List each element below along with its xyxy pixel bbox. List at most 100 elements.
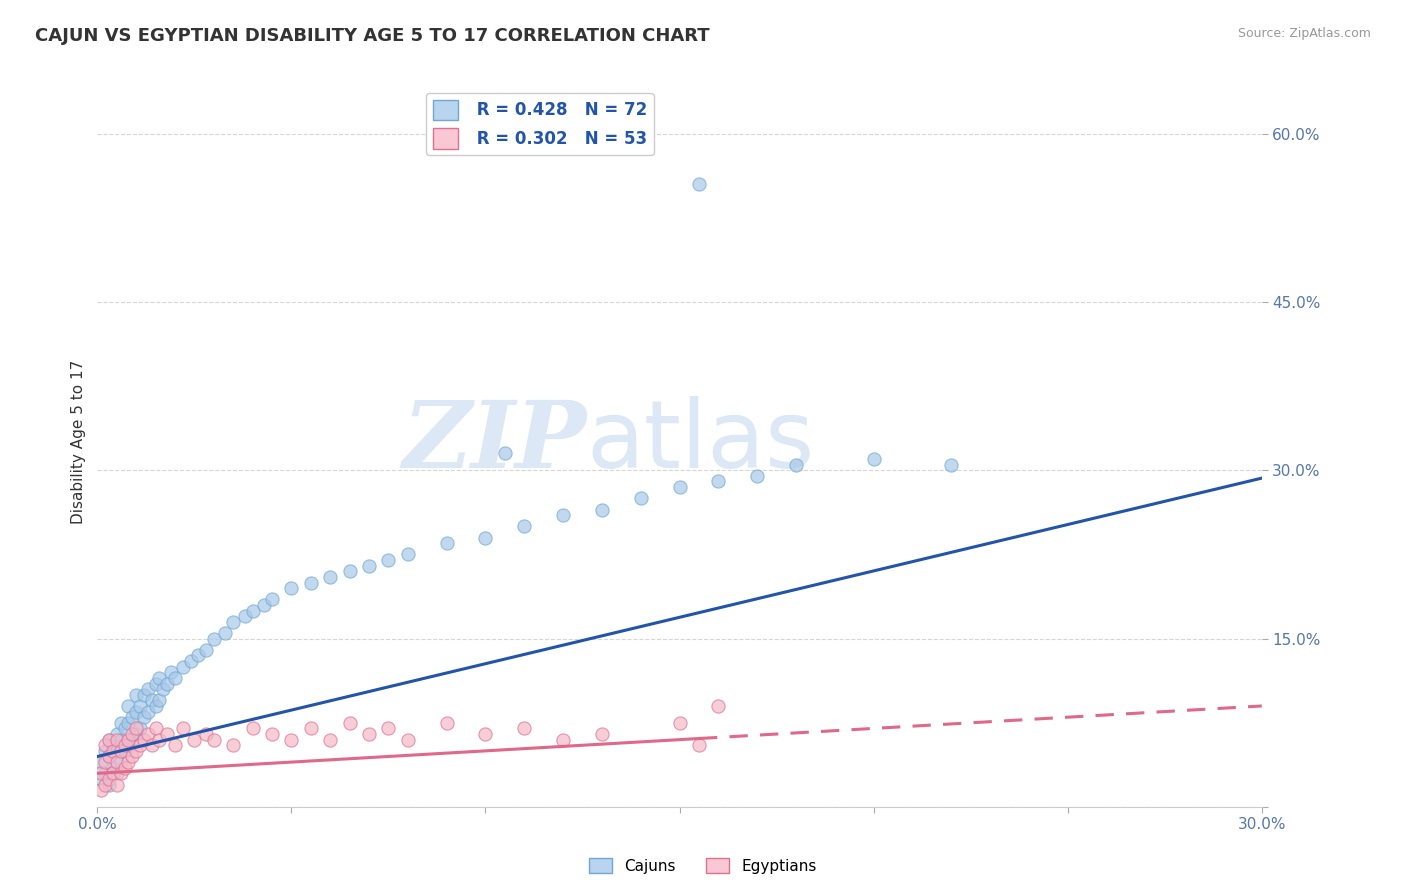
Point — [94, 755, 117, 769]
Point — [553, 508, 575, 523]
Point — [339, 715, 361, 730]
Point — [132, 710, 155, 724]
Point — [474, 531, 496, 545]
Point — [202, 632, 225, 646]
Point — [117, 698, 139, 713]
Point — [114, 744, 136, 758]
Point — [160, 665, 183, 680]
Y-axis label: Disability Age 5 to 17: Disability Age 5 to 17 — [72, 360, 86, 524]
Point — [121, 710, 143, 724]
Point — [280, 732, 302, 747]
Point — [98, 749, 121, 764]
Text: ZIP: ZIP — [402, 397, 586, 487]
Point — [132, 732, 155, 747]
Point — [101, 761, 124, 775]
Point — [105, 778, 128, 792]
Point — [90, 783, 112, 797]
Point — [129, 722, 152, 736]
Point — [260, 727, 283, 741]
Point — [98, 772, 121, 786]
Point — [110, 766, 132, 780]
Point — [183, 732, 205, 747]
Point — [553, 732, 575, 747]
Point — [172, 659, 194, 673]
Point — [299, 575, 322, 590]
Point — [90, 772, 112, 786]
Point — [125, 727, 148, 741]
Point — [156, 676, 179, 690]
Point — [941, 458, 963, 472]
Point — [125, 705, 148, 719]
Point — [688, 738, 710, 752]
Point — [494, 446, 516, 460]
Point — [117, 715, 139, 730]
Point — [222, 738, 245, 752]
Point — [156, 727, 179, 741]
Point — [136, 705, 159, 719]
Point — [105, 732, 128, 747]
Point — [396, 732, 419, 747]
Point — [242, 722, 264, 736]
Point — [591, 502, 613, 516]
Point — [114, 722, 136, 736]
Legend:  R = 0.428   N = 72,  R = 0.302   N = 53: R = 0.428 N = 72, R = 0.302 N = 53 — [426, 93, 654, 155]
Point — [121, 732, 143, 747]
Point — [129, 738, 152, 752]
Point — [121, 727, 143, 741]
Point — [214, 626, 236, 640]
Point — [222, 615, 245, 629]
Point — [152, 682, 174, 697]
Point — [105, 744, 128, 758]
Text: Source: ZipAtlas.com: Source: ZipAtlas.com — [1237, 27, 1371, 40]
Point — [101, 738, 124, 752]
Point — [377, 553, 399, 567]
Point — [129, 698, 152, 713]
Point — [357, 727, 380, 741]
Point — [114, 738, 136, 752]
Point — [377, 722, 399, 736]
Point — [474, 727, 496, 741]
Point — [179, 654, 201, 668]
Point — [125, 688, 148, 702]
Point — [436, 536, 458, 550]
Point — [101, 744, 124, 758]
Point — [110, 715, 132, 730]
Point — [94, 744, 117, 758]
Point — [145, 676, 167, 690]
Point — [668, 715, 690, 730]
Point — [125, 744, 148, 758]
Point — [260, 592, 283, 607]
Point — [163, 738, 186, 752]
Point — [98, 732, 121, 747]
Point — [110, 755, 132, 769]
Point — [121, 749, 143, 764]
Point — [242, 603, 264, 617]
Point — [117, 738, 139, 752]
Point — [668, 480, 690, 494]
Point — [299, 722, 322, 736]
Point — [513, 722, 536, 736]
Point — [94, 778, 117, 792]
Point — [785, 458, 807, 472]
Point — [110, 732, 132, 747]
Point — [125, 722, 148, 736]
Point — [591, 727, 613, 741]
Text: CAJUN VS EGYPTIAN DISABILITY AGE 5 TO 17 CORRELATION CHART: CAJUN VS EGYPTIAN DISABILITY AGE 5 TO 17… — [35, 27, 710, 45]
Point — [396, 548, 419, 562]
Point — [114, 761, 136, 775]
Text: atlas: atlas — [586, 396, 814, 488]
Point — [319, 570, 342, 584]
Point — [195, 727, 218, 741]
Point — [357, 558, 380, 573]
Point — [141, 738, 163, 752]
Point — [136, 727, 159, 741]
Point — [148, 693, 170, 707]
Point — [630, 491, 652, 506]
Point — [98, 778, 121, 792]
Point — [145, 722, 167, 736]
Point — [117, 732, 139, 747]
Point — [105, 755, 128, 769]
Point — [148, 732, 170, 747]
Point — [98, 732, 121, 747]
Point — [132, 688, 155, 702]
